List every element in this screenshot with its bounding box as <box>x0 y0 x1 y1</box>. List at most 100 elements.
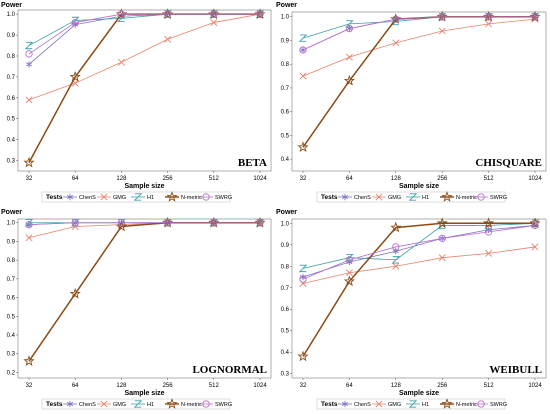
x-tick-label: 64 <box>346 383 353 389</box>
y-tick-label: 1.0 <box>281 15 290 21</box>
y-tick-label: 0.6 <box>7 296 16 302</box>
data-point <box>484 13 493 21</box>
x-tick-label: 32 <box>26 383 33 389</box>
legend-marker <box>342 193 348 201</box>
x-axis-title: Sample size <box>124 390 164 397</box>
data-point <box>482 217 495 229</box>
data-point <box>25 96 33 104</box>
y-tick-label: 0.7 <box>7 75 16 81</box>
data-point <box>164 35 172 43</box>
y-tick-label: 0.4 <box>281 350 290 356</box>
legend-marker <box>166 398 178 409</box>
panel-beta: Power 0.3 0.4 0.5 0.6 0.7 0.8 0.9 1.0 32 64 128 256 5… <box>1 2 272 203</box>
x-tick-label: 128 <box>391 383 402 389</box>
data-point <box>69 71 81 82</box>
panel-name: LOGNORMAL <box>192 364 267 376</box>
legend-label: H1 <box>147 402 154 408</box>
legend-marker <box>441 191 453 202</box>
data-point <box>297 350 309 362</box>
legend-marker <box>133 193 143 201</box>
legend-label: GMG <box>113 195 126 201</box>
data-point <box>343 74 356 86</box>
data-point <box>392 39 400 47</box>
y-tick-label: 0.5 <box>281 329 290 335</box>
data-point <box>392 248 399 255</box>
data-point <box>485 249 493 257</box>
legend-title: Tests <box>46 401 63 408</box>
legend-label: ChenS <box>79 195 96 201</box>
legend-marker <box>477 400 485 408</box>
y-tick-label: 0.3 <box>281 372 290 378</box>
y-tick-label: 0.5 <box>281 133 290 139</box>
legend-title: Tests <box>321 194 338 201</box>
x-tick-label: 512 <box>209 176 220 182</box>
legend-marker <box>375 193 383 201</box>
x-tick-label: 1024 <box>528 383 542 389</box>
y-axis-title: Power <box>276 2 297 9</box>
data-point <box>25 220 33 229</box>
series-line <box>28 13 260 55</box>
data-point <box>392 15 400 23</box>
data-point <box>297 141 309 153</box>
data-point <box>256 10 264 18</box>
legend-label: H1 <box>422 402 429 408</box>
data-point <box>485 20 493 28</box>
x-tick-label: 64 <box>72 176 79 182</box>
legend-marker <box>202 193 210 201</box>
x-tick-label: 256 <box>163 383 174 389</box>
y-tick-label: 1.0 <box>281 221 290 227</box>
legend-label: GMG <box>388 195 401 201</box>
data-point <box>26 61 32 68</box>
panel-name: WEIBULL <box>489 364 542 376</box>
data-point <box>436 217 448 229</box>
legend: Tests ChenS GMG H1 N-metric SWRG <box>316 191 507 203</box>
x-tick-label: 256 <box>163 176 174 182</box>
data-point <box>256 219 264 227</box>
series-line <box>28 222 260 226</box>
data-point <box>531 243 539 251</box>
series-swrg <box>299 221 539 283</box>
data-point <box>23 156 35 168</box>
data-point <box>298 34 308 42</box>
data-point <box>210 10 218 18</box>
legend-marker <box>202 400 210 408</box>
panel-chisquare: Power 0.4 0.5 0.6 0.7 0.8 0.9 1.0 32 64 128 256 512 1… <box>276 2 547 203</box>
data-point <box>345 24 354 33</box>
panel-lognormal: Power 0.2 0.3 0.4 0.5 0.6 0.7 0.8 0.9 1.0 32 64 128 2… <box>1 209 272 410</box>
x-tick-label: 128 <box>391 176 402 182</box>
legend-label: SWRG <box>490 402 507 408</box>
y-tick-label: 0.8 <box>281 62 290 68</box>
data-point <box>343 275 356 287</box>
data-point <box>117 10 126 18</box>
x-tick-label: 128 <box>116 176 127 182</box>
y-tick-label: 0.3 <box>7 352 16 358</box>
x-tick-label: 32 <box>300 383 307 389</box>
data-point <box>390 221 402 233</box>
legend-label: ChenS <box>354 195 371 201</box>
data-point <box>115 220 128 232</box>
plot-frame <box>291 11 547 172</box>
series-line <box>302 16 535 51</box>
data-point <box>25 234 33 242</box>
plot-frame <box>17 9 272 172</box>
panel-weibull: Power 0.3 0.4 0.5 0.6 0.7 0.8 0.9 1.0 32 64 128 256 5… <box>276 209 547 410</box>
y-tick-label: 0.9 <box>281 38 290 44</box>
data-point <box>299 275 307 283</box>
legend-marker <box>166 191 178 202</box>
y-tick-label: 0.9 <box>7 33 16 39</box>
data-point <box>71 219 79 227</box>
legend-marker <box>100 400 108 408</box>
legend-label: ChenS <box>354 402 371 408</box>
x-axis-title: Sample size <box>399 183 439 190</box>
x-tick-label: 128 <box>116 383 127 389</box>
x-axis-title: Sample size <box>399 390 439 397</box>
series-swrg <box>25 10 264 58</box>
data-point <box>438 27 446 35</box>
y-tick-label: 0.9 <box>281 243 290 249</box>
legend-label: GMG <box>113 402 126 408</box>
data-point <box>210 219 218 227</box>
x-tick-label: 1024 <box>253 383 267 389</box>
data-point <box>345 20 354 28</box>
data-point <box>23 355 35 366</box>
series-gmg <box>299 243 539 287</box>
